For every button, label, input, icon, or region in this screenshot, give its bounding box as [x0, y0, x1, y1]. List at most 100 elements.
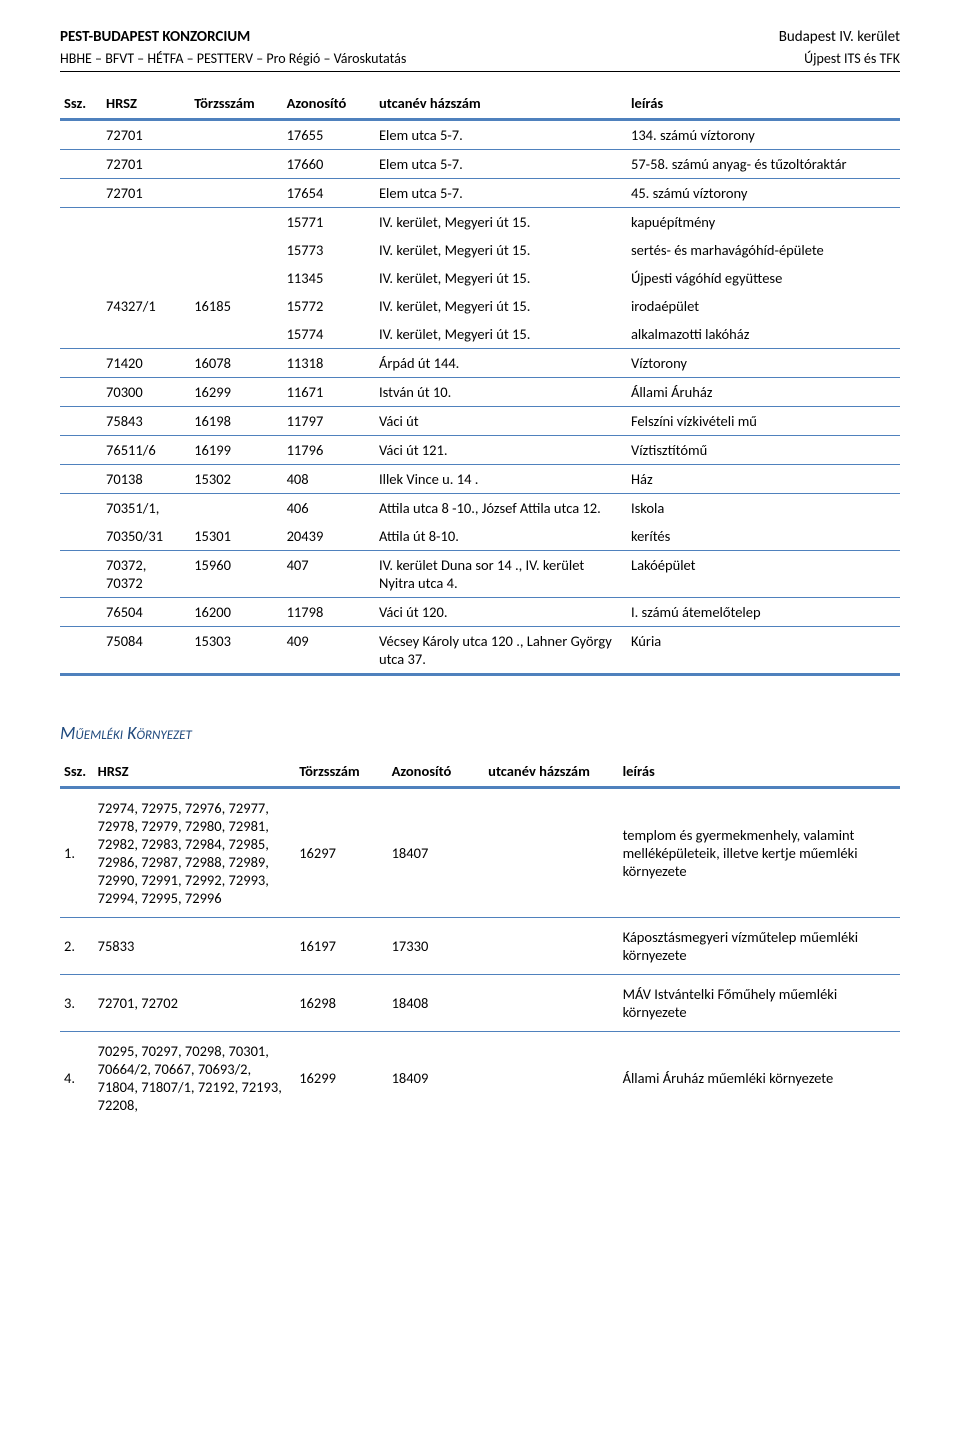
heritage-table: Ssz. HRSZ Törzsszám Azonosító utcanév há…	[60, 90, 900, 676]
cell-torz	[190, 179, 282, 208]
heritage-header-row: Ssz. HRSZ Törzsszám Azonosító utcanév há…	[60, 90, 900, 120]
cell-torz: 15960	[190, 551, 282, 598]
col2-utca: utcanév házszám	[484, 758, 618, 788]
cell-utca: IV. kerület, Megyeri út 15.	[375, 292, 627, 320]
header-divider	[60, 71, 900, 72]
col2-torz: Törzsszám	[295, 758, 387, 788]
cell-azon: 15771	[283, 208, 375, 237]
cell-azon: 15772	[283, 292, 375, 320]
header-right-2: Újpest ITS és TFK	[804, 50, 900, 67]
cell-hrsz	[102, 236, 190, 264]
table-row: 765041620011798Váci út 120.I. számú átem…	[60, 598, 900, 627]
cell-hrsz: 75084	[102, 627, 190, 675]
table-row: 15771IV. kerület, Megyeri út 15.kapuépít…	[60, 208, 900, 237]
cell-torz	[190, 264, 282, 292]
table-row: 74327/11618515772IV. kerület, Megyeri út…	[60, 292, 900, 320]
cell-hrsz: 75833	[94, 918, 296, 975]
page: PEST-BUDAPEST KONZORCIUM Budapest IV. ke…	[0, 0, 960, 1164]
cell-hrsz: 75843	[102, 407, 190, 436]
cell-torz	[190, 494, 282, 523]
table-row: 703001629911671István út 10.Állami Áruhá…	[60, 378, 900, 407]
cell-utca	[484, 788, 618, 918]
cell-leiras: Kúria	[627, 627, 900, 675]
cell-hrsz: 70351/1,	[102, 494, 190, 523]
table-row: 7270117655Elem utca 5-7.134. számú vízto…	[60, 120, 900, 150]
table-row: 70350/311530120439Attila út 8-10.kerítés	[60, 522, 900, 551]
cell-ssz	[60, 522, 102, 551]
cell-leiras: sertés- és marhavágóhíd-épülete	[627, 236, 900, 264]
cell-torz: 16197	[295, 918, 387, 975]
cell-azon: 18407	[388, 788, 485, 918]
table-row: 1.72974, 72975, 72976, 72977, 72978, 729…	[60, 788, 900, 918]
cell-leiras: I. számú átemelőtelep	[627, 598, 900, 627]
cell-azon: 15773	[283, 236, 375, 264]
cell-ssz	[60, 349, 102, 378]
cell-hrsz	[102, 264, 190, 292]
cell-ssz	[60, 320, 102, 349]
col-leiras: leírás	[627, 90, 900, 120]
cell-ssz	[60, 292, 102, 320]
cell-azon: 408	[283, 465, 375, 494]
table-row: 11345IV. kerület, Megyeri út 15.Újpesti …	[60, 264, 900, 292]
cell-azon: 17660	[283, 150, 375, 179]
cell-utca: Attila út 8-10.	[375, 522, 627, 551]
cell-hrsz: 72701, 72702	[94, 975, 296, 1032]
cell-azon: 11798	[283, 598, 375, 627]
cell-torz: 15303	[190, 627, 282, 675]
col2-ssz: Ssz.	[60, 758, 94, 788]
cell-torz: 15301	[190, 522, 282, 551]
cell-leiras: 45. számú víztorony	[627, 179, 900, 208]
cell-utca: Elem utca 5-7.	[375, 120, 627, 150]
cell-utca: Vécsey Károly utca 120 ., Lahner György …	[375, 627, 627, 675]
cell-ssz	[60, 150, 102, 179]
table-row: 758431619811797Váci útFelszíni vízkivéte…	[60, 407, 900, 436]
cell-torz: 16299	[190, 378, 282, 407]
cell-hrsz: 70300	[102, 378, 190, 407]
cell-utca: IV. kerület, Megyeri út 15.	[375, 320, 627, 349]
col-torz: Törzsszám	[190, 90, 282, 120]
cell-ssz	[60, 627, 102, 675]
header-row-1: PEST-BUDAPEST KONZORCIUM Budapest IV. ke…	[60, 28, 900, 46]
cell-ssz	[60, 494, 102, 523]
cell-hrsz	[102, 320, 190, 349]
header-left-1: PEST-BUDAPEST KONZORCIUM	[60, 28, 250, 46]
cell-leiras: Lakóépület	[627, 551, 900, 598]
cell-ssz	[60, 264, 102, 292]
cell-hrsz: 70295, 70297, 70298, 70301, 70664/2, 706…	[94, 1032, 296, 1125]
cell-ssz	[60, 465, 102, 494]
cell-ssz	[60, 378, 102, 407]
cell-azon: 407	[283, 551, 375, 598]
cell-torz	[190, 150, 282, 179]
cell-torz: 16078	[190, 349, 282, 378]
cell-utca: Elem utca 5-7.	[375, 150, 627, 179]
cell-utca: István út 10.	[375, 378, 627, 407]
cell-azon: 409	[283, 627, 375, 675]
cell-ssz	[60, 436, 102, 465]
cell-leiras: MÁV Istvántelki Főműhely műemléki környe…	[619, 975, 900, 1032]
cell-azon: 11671	[283, 378, 375, 407]
cell-azon: 17654	[283, 179, 375, 208]
cell-leiras: alkalmazotti lakóház	[627, 320, 900, 349]
table-row: 714201607811318Árpád út 144.Víztorony	[60, 349, 900, 378]
cell-hrsz	[102, 208, 190, 237]
cell-utca: Váci út 120.	[375, 598, 627, 627]
cell-utca: Attila utca 8 -10., József Attila utca 1…	[375, 494, 627, 523]
cell-leiras: kerítés	[627, 522, 900, 551]
table-row: 7270117654Elem utca 5-7.45. számú víztor…	[60, 179, 900, 208]
cell-azon: 406	[283, 494, 375, 523]
col-ssz: Ssz.	[60, 90, 102, 120]
cell-hrsz: 72701	[102, 120, 190, 150]
table-row: 76511/61619911796Váci út 121.Víztisztító…	[60, 436, 900, 465]
cell-hrsz: 70350/31	[102, 522, 190, 551]
cell-torz	[190, 236, 282, 264]
table-row: 70372, 7037215960407IV. kerület Duna sor…	[60, 551, 900, 598]
header-right-1: Budapest IV. kerület	[779, 28, 900, 46]
cell-ssz: 3.	[60, 975, 94, 1032]
cell-utca: Elem utca 5-7.	[375, 179, 627, 208]
cell-ssz	[60, 551, 102, 598]
cell-ssz: 2.	[60, 918, 94, 975]
cell-utca: Illek Vince u. 14 .	[375, 465, 627, 494]
cell-utca	[484, 975, 618, 1032]
cell-leiras: Iskola	[627, 494, 900, 523]
cell-leiras: Felszíni vízkivételi mű	[627, 407, 900, 436]
